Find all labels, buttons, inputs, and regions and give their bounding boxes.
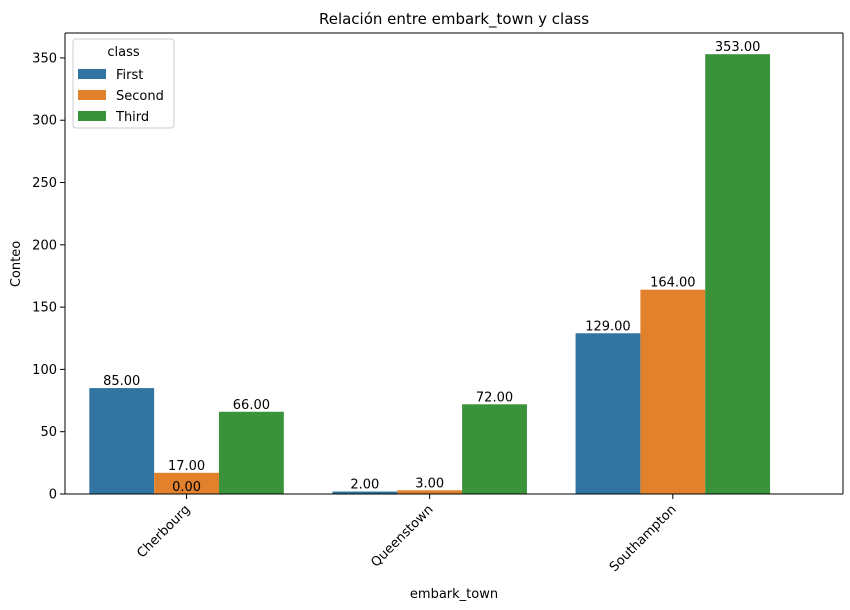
- bar-label: 3.00: [415, 476, 444, 491]
- bar-third-cherbourg: [218, 411, 284, 494]
- bar-label-extra: 0.00: [172, 480, 201, 495]
- chart-title: Relación entre embark_town y class: [319, 10, 589, 29]
- bar-first-southampton: [575, 333, 641, 494]
- y-tick-label: 50: [40, 425, 57, 440]
- bar-second-cherbourg: [154, 472, 219, 494]
- x-tick-label: Southampton: [607, 502, 680, 575]
- legend-label-third: Third: [115, 110, 149, 125]
- legend-swatch-third: [78, 111, 106, 121]
- legend-swatch-second: [78, 90, 106, 100]
- bar-third-southampton: [705, 54, 771, 494]
- y-tick-label: 300: [32, 114, 57, 129]
- bar-label: 72.00: [476, 390, 513, 405]
- bar-label: 164.00: [650, 276, 696, 291]
- bar-label: 353.00: [715, 40, 761, 55]
- bar-label: 66.00: [233, 398, 270, 413]
- legend-label-first: First: [116, 68, 143, 83]
- y-tick-label: 150: [32, 301, 57, 316]
- legend-label-second: Second: [116, 89, 164, 104]
- bar-label: 17.00: [168, 459, 205, 474]
- y-tick-label: 250: [32, 176, 57, 191]
- x-tick-label: Cherbourg: [134, 502, 193, 561]
- x-tick-label: Queenstown: [368, 502, 436, 570]
- bar-second-queenstown: [397, 490, 463, 494]
- bar-label: 129.00: [585, 319, 631, 334]
- x-axis-title: embark_town: [410, 587, 498, 602]
- bar-first-queenstown: [332, 491, 398, 494]
- legend-swatch-first: [78, 69, 106, 79]
- y-axis-title: Conteo: [9, 241, 24, 287]
- y-tick-label: 100: [32, 363, 57, 378]
- y-tick-label: 0: [49, 488, 57, 503]
- legend-title: class: [107, 45, 139, 60]
- bar-third-queenstown: [462, 404, 527, 494]
- bar-label: 2.00: [350, 478, 379, 493]
- bar-first-cherbourg: [89, 388, 155, 494]
- y-tick-label: 350: [32, 51, 57, 66]
- legend-box: [72, 38, 175, 129]
- bar-second-southampton: [640, 289, 706, 494]
- y-tick-label: 200: [32, 238, 57, 253]
- plot-area: 85.00 2.00 129.00 17.00 3.00 164.00 66.00 72.00…: [32, 32, 844, 575]
- bar-label: 85.00: [103, 374, 140, 389]
